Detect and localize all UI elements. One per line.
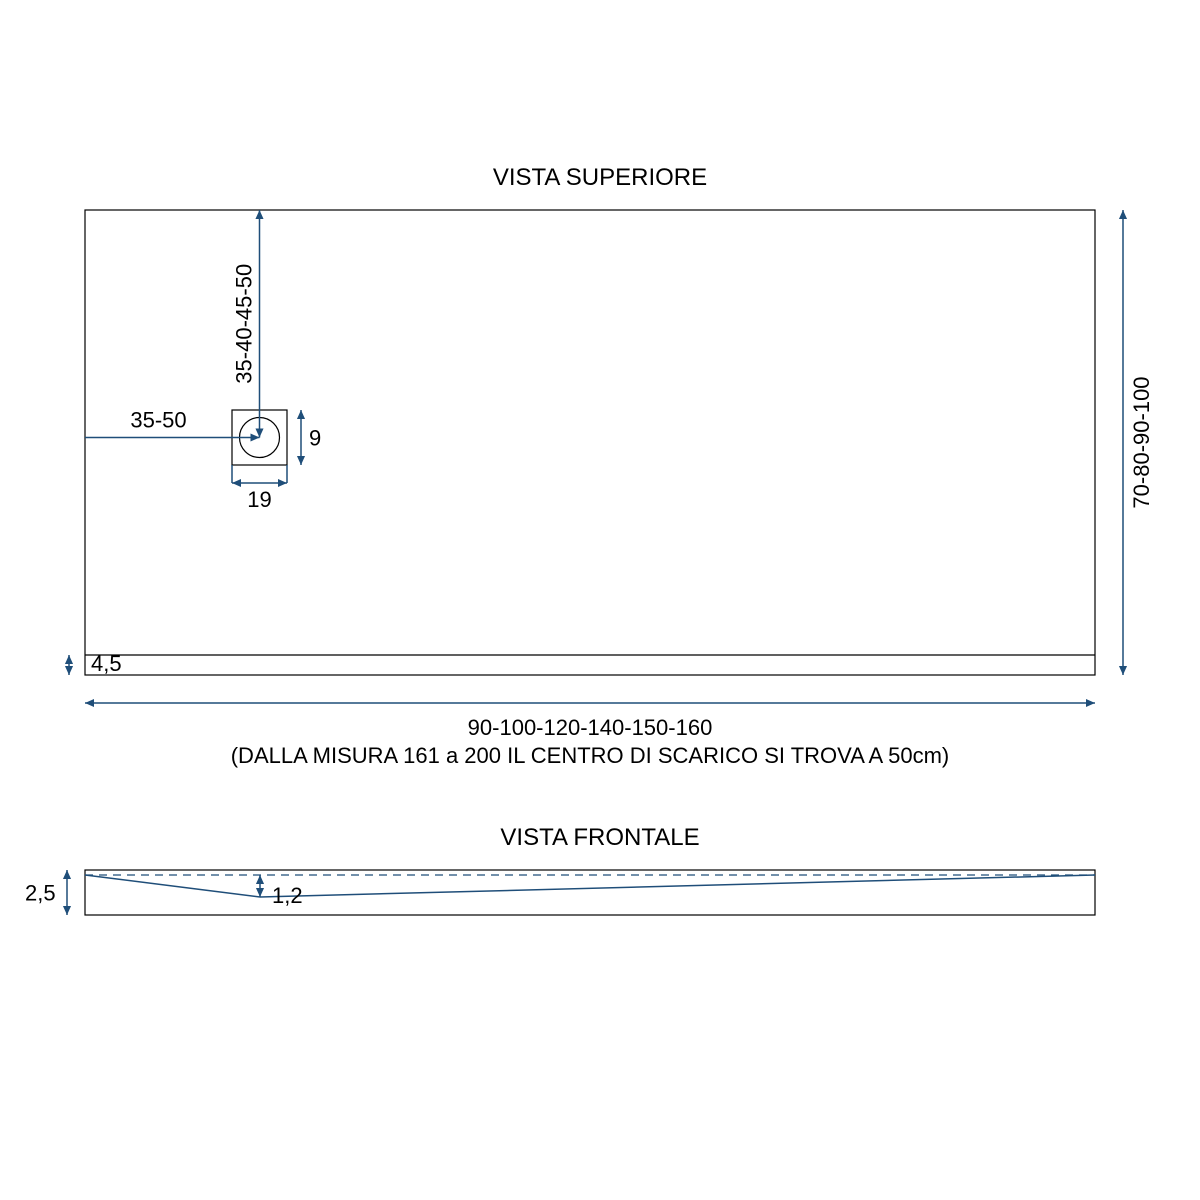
arrowhead bbox=[232, 479, 241, 487]
top-view-title: VISTA SUPERIORE bbox=[493, 164, 707, 191]
dim-vee-depth: 1,2 bbox=[272, 883, 303, 908]
arrowhead bbox=[297, 410, 305, 419]
dim-left-to-drain: 35-50 bbox=[130, 408, 186, 433]
arrowhead bbox=[65, 666, 73, 675]
arrowhead bbox=[63, 870, 71, 879]
dim-ledge: 4,5 bbox=[91, 651, 122, 676]
arrowhead bbox=[255, 210, 263, 219]
arrowhead bbox=[65, 655, 73, 664]
arrowhead bbox=[297, 456, 305, 465]
arrowhead bbox=[256, 875, 264, 884]
arrowhead bbox=[85, 699, 94, 707]
arrowhead bbox=[251, 433, 260, 441]
arrowhead bbox=[278, 479, 287, 487]
dim-overall-width: 90-100-120-140-150-160 bbox=[468, 715, 713, 740]
dim-overall-height: 70-80-90-100 bbox=[1129, 376, 1154, 508]
slope-left bbox=[85, 875, 260, 897]
dim-overall-width-note: (DALLA MISURA 161 a 200 IL CENTRO DI SCA… bbox=[231, 743, 950, 768]
arrowhead bbox=[1119, 666, 1127, 675]
dim-drain-width: 19 bbox=[247, 487, 271, 512]
dim-front-height: 2,5 bbox=[25, 881, 56, 906]
front-view-title: VISTA FRONTALE bbox=[500, 824, 699, 851]
arrowhead bbox=[256, 888, 264, 897]
dim-top-to-drain: 35-40-45-50 bbox=[232, 264, 257, 384]
arrowhead bbox=[63, 906, 71, 915]
arrowhead bbox=[1086, 699, 1095, 707]
dim-drain-height: 9 bbox=[309, 426, 321, 451]
arrowhead bbox=[1119, 210, 1127, 219]
arrowhead bbox=[255, 429, 263, 438]
front-view-outline bbox=[85, 870, 1095, 915]
slope-right bbox=[260, 875, 1095, 897]
